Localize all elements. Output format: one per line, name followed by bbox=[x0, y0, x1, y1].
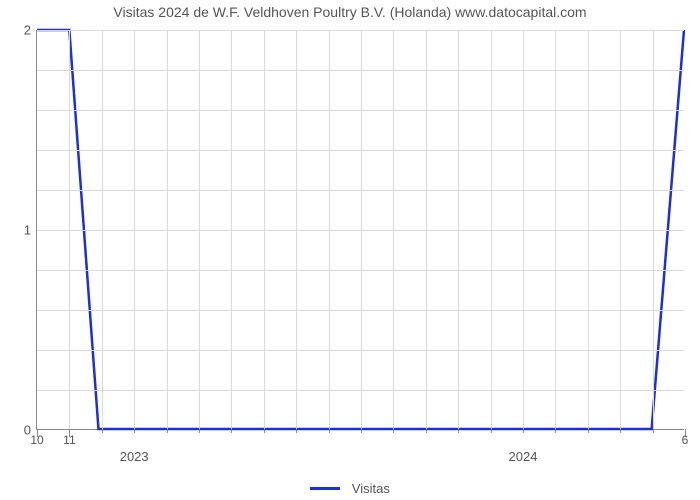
x-axis-minor-tick bbox=[134, 429, 135, 433]
legend: Visitas bbox=[0, 480, 700, 496]
x-axis-minor-tick bbox=[167, 429, 168, 433]
y-axis-tick-label: 1 bbox=[24, 223, 31, 238]
x-axis-year-label: 2023 bbox=[120, 449, 149, 464]
gridline-vertical bbox=[167, 30, 168, 429]
chart-container: Visitas 2024 de W.F. Veldhoven Poultry B… bbox=[0, 0, 700, 500]
x-axis-minor-tick bbox=[393, 429, 394, 433]
gridline-vertical bbox=[491, 30, 492, 429]
plot-area: 0121011620232024 bbox=[36, 30, 684, 430]
gridline-vertical bbox=[296, 30, 297, 429]
x-axis-minor-tick bbox=[361, 429, 362, 433]
gridline-vertical bbox=[134, 30, 135, 429]
x-axis-minor-tick bbox=[491, 429, 492, 433]
gridline-vertical bbox=[555, 30, 556, 429]
gridline-vertical bbox=[620, 30, 621, 429]
chart-title: Visitas 2024 de W.F. Veldhoven Poultry B… bbox=[0, 4, 700, 20]
x-axis-tick-label: 11 bbox=[63, 433, 75, 447]
gridline-vertical bbox=[426, 30, 427, 429]
x-axis-minor-tick bbox=[264, 429, 265, 433]
x-axis-year-label: 2024 bbox=[509, 449, 538, 464]
gridline-vertical bbox=[653, 30, 654, 429]
legend-label: Visitas bbox=[352, 481, 390, 496]
gridline-vertical bbox=[329, 30, 330, 429]
gridline-vertical bbox=[264, 30, 265, 429]
gridline-vertical bbox=[588, 30, 589, 429]
x-axis-minor-tick bbox=[653, 429, 654, 433]
x-axis-tick-label: 6 bbox=[682, 433, 689, 447]
x-axis-minor-tick bbox=[296, 429, 297, 433]
x-axis-tick-label: 10 bbox=[30, 433, 43, 447]
gridline-vertical bbox=[361, 30, 362, 429]
gridline-vertical bbox=[523, 30, 524, 429]
x-axis-minor-tick bbox=[588, 429, 589, 433]
x-axis-minor-tick bbox=[102, 429, 103, 433]
x-axis-minor-tick bbox=[199, 429, 200, 433]
x-axis-minor-tick bbox=[458, 429, 459, 433]
legend-swatch bbox=[310, 487, 340, 490]
x-axis-minor-tick bbox=[620, 429, 621, 433]
gridline-vertical bbox=[69, 30, 70, 429]
gridline-vertical bbox=[393, 30, 394, 429]
gridline-vertical bbox=[102, 30, 103, 429]
x-axis-minor-tick bbox=[426, 429, 427, 433]
x-axis-minor-tick bbox=[329, 429, 330, 433]
gridline-vertical bbox=[199, 30, 200, 429]
x-axis-minor-tick bbox=[231, 429, 232, 433]
x-axis-minor-tick bbox=[523, 429, 524, 433]
gridline-vertical bbox=[458, 30, 459, 429]
x-axis-minor-tick bbox=[555, 429, 556, 433]
y-axis-tick-label: 2 bbox=[24, 23, 31, 38]
gridline-vertical bbox=[231, 30, 232, 429]
